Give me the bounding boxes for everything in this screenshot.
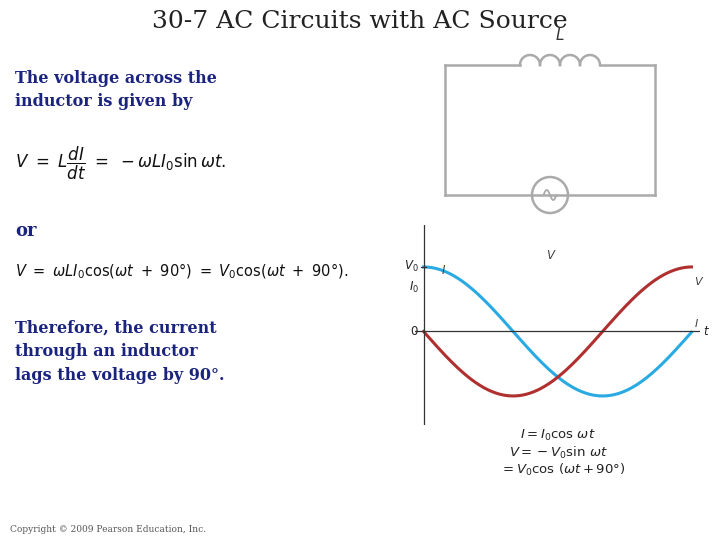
Text: $= V_0\cos\,(\omega t + 90°)$: $= V_0\cos\,(\omega t + 90°)$ [500,462,626,478]
Text: $V$: $V$ [546,249,557,262]
Text: $L$: $L$ [555,27,564,43]
Text: $0$: $0$ [410,325,419,338]
Text: $t$: $t$ [703,325,710,338]
Text: $I$: $I$ [441,264,446,276]
Text: Therefore, the current
through an inductor
lags the voltage by 90°.: Therefore, the current through an induct… [15,320,225,384]
Text: $V \ = \ L\dfrac{dI}{dt} \ = \ -\omega LI_0\sin\omega t.$: $V \ = \ L\dfrac{dI}{dt} \ = \ -\omega L… [15,145,226,182]
Text: or: or [15,222,37,240]
Text: The voltage across the
inductor is given by: The voltage across the inductor is given… [15,70,217,111]
Text: $V_0$: $V_0$ [405,259,419,274]
Text: 30-7 AC Circuits with AC Source: 30-7 AC Circuits with AC Source [152,10,568,33]
Text: $V \ = \ \omega LI_0\cos(\omega t \ + \ 90°) \ = \ V_0\cos(\omega t \ + \ 90°).$: $V \ = \ \omega LI_0\cos(\omega t \ + \ … [15,262,348,281]
Text: Copyright © 2009 Pearson Education, Inc.: Copyright © 2009 Pearson Education, Inc. [10,525,206,534]
Text: $I_0$: $I_0$ [409,280,419,295]
Text: $I = I_0\cos\,\omega t$: $I = I_0\cos\,\omega t$ [520,428,596,443]
Text: $I$: $I$ [694,317,699,329]
Text: $V = -V_0\sin\,\omega t$: $V = -V_0\sin\,\omega t$ [508,445,608,461]
Text: $V$: $V$ [694,275,705,287]
